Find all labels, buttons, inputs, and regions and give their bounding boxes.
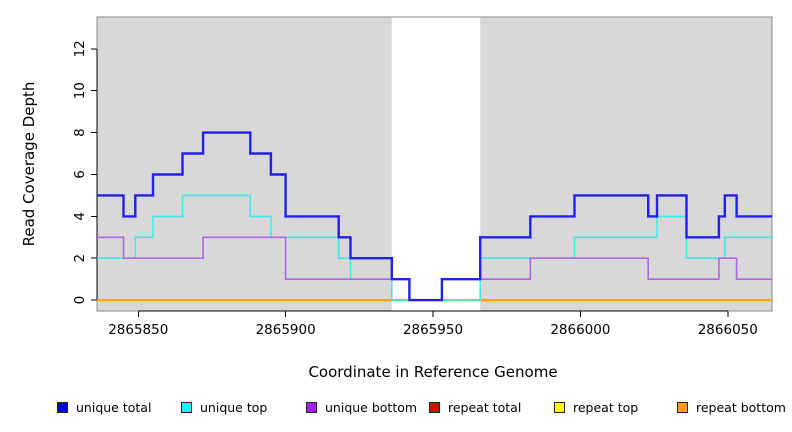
legend-swatch-repeat-bottom [677, 401, 688, 413]
legend-swatch-unique-bottom [306, 401, 317, 413]
series-line-unique-total [97, 131, 772, 302]
legend-label: repeat bottom [696, 399, 786, 415]
y-axis-title: Read Coverage Depth [20, 81, 38, 247]
legend-swatch-repeat-top [554, 401, 565, 413]
x-axis-tick-label: 2866050 [698, 322, 758, 338]
legend-swatch-repeat-total [429, 401, 440, 413]
y-axis-tick-label: 0 [72, 296, 88, 305]
legend-label: unique top [200, 399, 268, 415]
legend-item-unique-bottom: unique bottom [306, 398, 417, 416]
y-axis-tick-label: 10 [72, 82, 88, 99]
legend-label: repeat top [573, 399, 639, 415]
legend-label: unique total [76, 399, 152, 415]
legend-swatch-unique-total [57, 401, 68, 413]
y-axis-tick-label: 2 [72, 254, 88, 263]
unshaded-gap-region [391, 17, 481, 311]
legend-item-unique-top: unique top [181, 398, 267, 416]
y-axis-tick-label: 6 [72, 170, 88, 179]
x-axis-tick-label: 2865900 [256, 322, 316, 338]
legend: unique total unique top unique bottom re… [0, 398, 792, 418]
legend-swatch-unique-top [181, 401, 192, 413]
legend-item-unique-total: unique total [57, 398, 151, 416]
x-axis-tick-label: 2865850 [108, 322, 168, 338]
y-axis-tick-label: 4 [72, 212, 88, 221]
x-axis-tick-label: 2866000 [550, 322, 610, 338]
y-axis-tick-label: 8 [72, 128, 88, 137]
y-axis-tick-label: 12 [72, 40, 88, 57]
legend-item-repeat-top: repeat top [554, 398, 638, 416]
legend-item-repeat-bottom: repeat bottom [677, 398, 786, 416]
legend-item-repeat-total: repeat total [429, 398, 521, 416]
series-line-unique-top [97, 194, 772, 301]
x-axis-title: Coordinate in Reference Genome [308, 363, 558, 381]
x-axis-tick-label: 2865950 [403, 322, 463, 338]
legend-label: unique bottom [325, 399, 418, 415]
legend-label: repeat total [448, 399, 522, 415]
